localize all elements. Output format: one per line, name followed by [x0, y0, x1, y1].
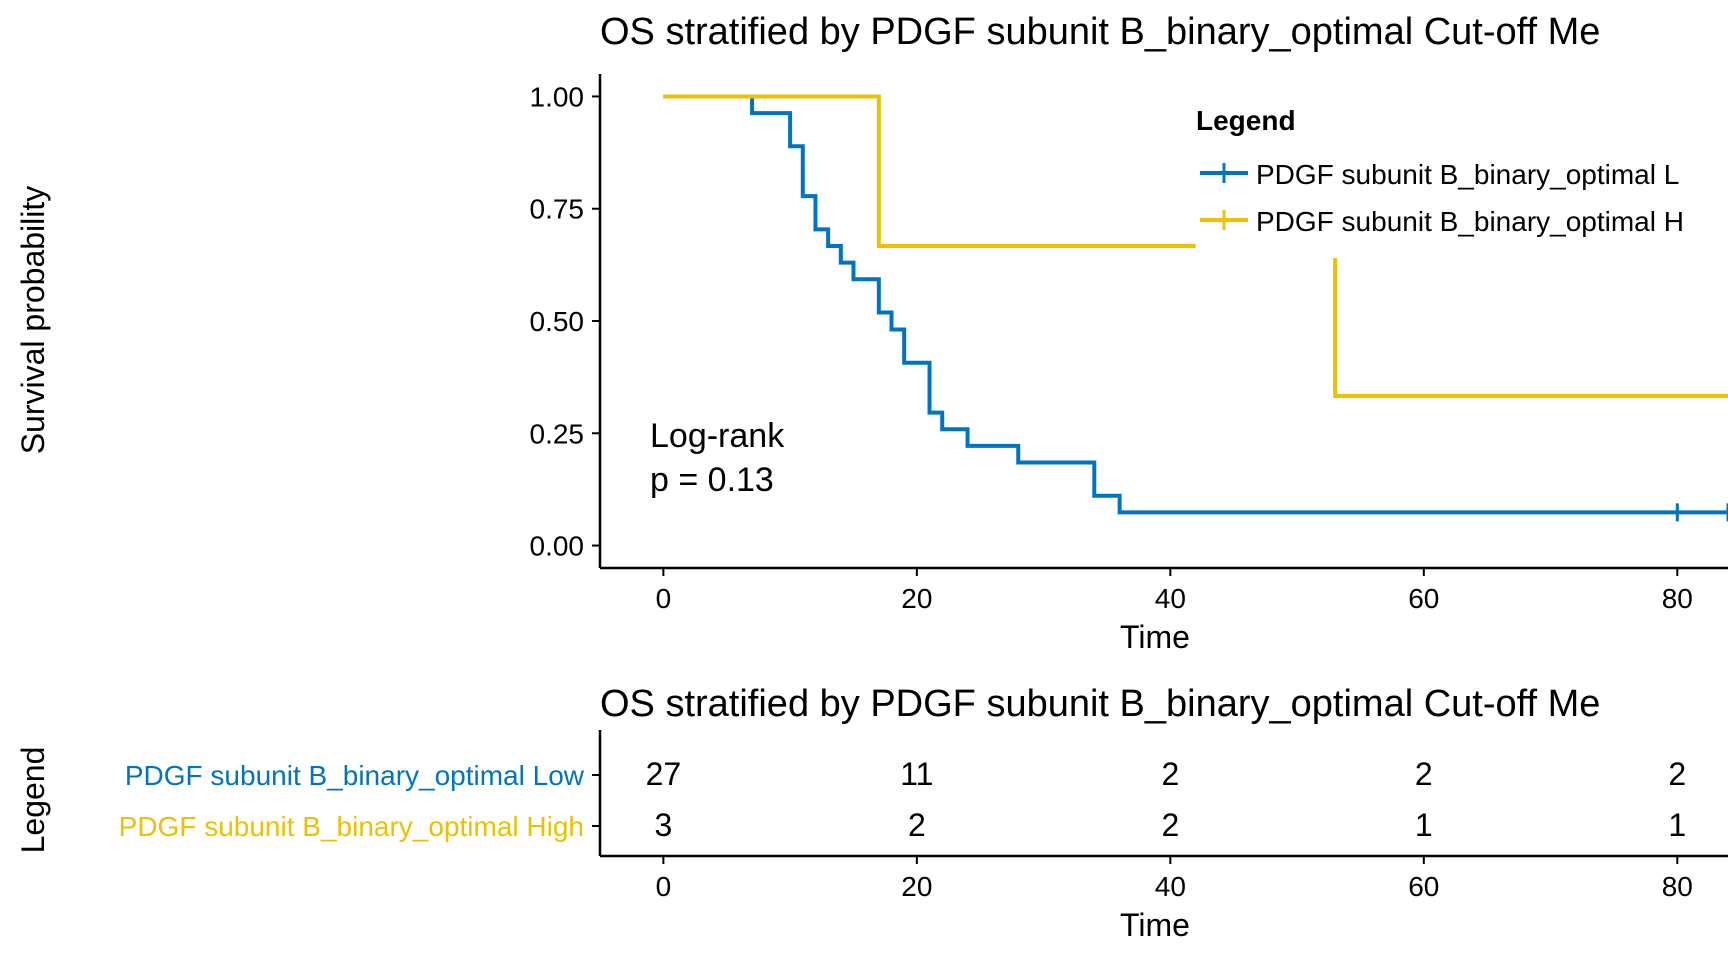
risk-x-tick-label: 60: [1408, 871, 1439, 902]
risk-x-tick-label: 80: [1662, 871, 1693, 902]
km-curve-low: [663, 94, 1728, 515]
risk-x-tick-label: 40: [1155, 871, 1186, 902]
risk-value-high: 1: [1415, 807, 1433, 843]
logrank-pvalue: p = 0.13: [650, 461, 774, 499]
km-x-axis-label: Time: [1120, 619, 1190, 655]
km-x-tick-label: 80: [1662, 583, 1693, 614]
km-y-axis-label: Survival probability: [15, 186, 51, 455]
risk-x-ticks: 0 20 40 60 80: [656, 856, 1693, 902]
km-x-ticks: 0 20 40 60 80: [656, 568, 1693, 614]
risk-value-low: 2: [1161, 756, 1179, 792]
risk-row-label-high: PDGF subunit B_binary_optimal High: [119, 811, 584, 842]
km-x-tick-label: 20: [901, 583, 932, 614]
km-curves: [663, 94, 1728, 522]
legend-title: Legend: [1196, 105, 1296, 136]
legend-key-low: [1200, 163, 1248, 183]
legend-key-high: [1200, 210, 1248, 230]
km-x-tick-label: 40: [1155, 583, 1186, 614]
risk-value-high: 1: [1668, 807, 1686, 843]
risk-value-low: 2: [1668, 756, 1686, 792]
km-x-tick-label: 0: [656, 583, 672, 614]
km-y-tick-label: 0.25: [530, 418, 585, 449]
km-y-tick-label: 0.00: [530, 531, 585, 562]
risk-x-tick-label: 0: [656, 871, 672, 902]
km-curve-high-segment-1: [1333, 258, 1728, 398]
risk-value-low: 2: [1415, 756, 1433, 792]
risk-value-high: 2: [1161, 807, 1179, 843]
km-title: OS stratified by PDGF subunit B_binary_o…: [600, 11, 1600, 53]
legend-entry-low: PDGF subunit B_binary_optimal L: [1256, 159, 1679, 190]
km-x-tick-label: 60: [1408, 583, 1439, 614]
risk-title: OS stratified by PDGF subunit B_binary_o…: [600, 683, 1600, 725]
km-y-ticks: 0.00 0.25 0.50 0.75 1.00: [530, 81, 600, 562]
risk-values: 27 11 2 2 23 2 2 1 1: [646, 756, 1687, 843]
risk-value-high: 2: [908, 807, 926, 843]
risk-x-tick-label: 20: [901, 871, 932, 902]
km-y-tick-label: 0.75: [530, 194, 585, 225]
km-legend: Legend PDGF subunit B_binary_optimal L P…: [1196, 105, 1684, 237]
logrank-label: Log-rank: [650, 417, 785, 455]
km-curve-high-segment-0: [663, 94, 1196, 249]
km-y-tick-label: 0.50: [530, 306, 585, 337]
legend-entry-high: PDGF subunit B_binary_optimal H: [1256, 206, 1684, 237]
km-y-tick-label: 1.00: [530, 81, 585, 112]
risk-y-axis-label: Legend: [15, 747, 51, 854]
risk-value-high: 3: [654, 807, 672, 843]
risk-value-low: 11: [900, 756, 933, 792]
risk-value-low: 27: [646, 756, 682, 792]
risk-x-axis-label: Time: [1120, 907, 1190, 943]
risk-row-label-low: PDGF subunit B_binary_optimal Low: [125, 760, 585, 791]
